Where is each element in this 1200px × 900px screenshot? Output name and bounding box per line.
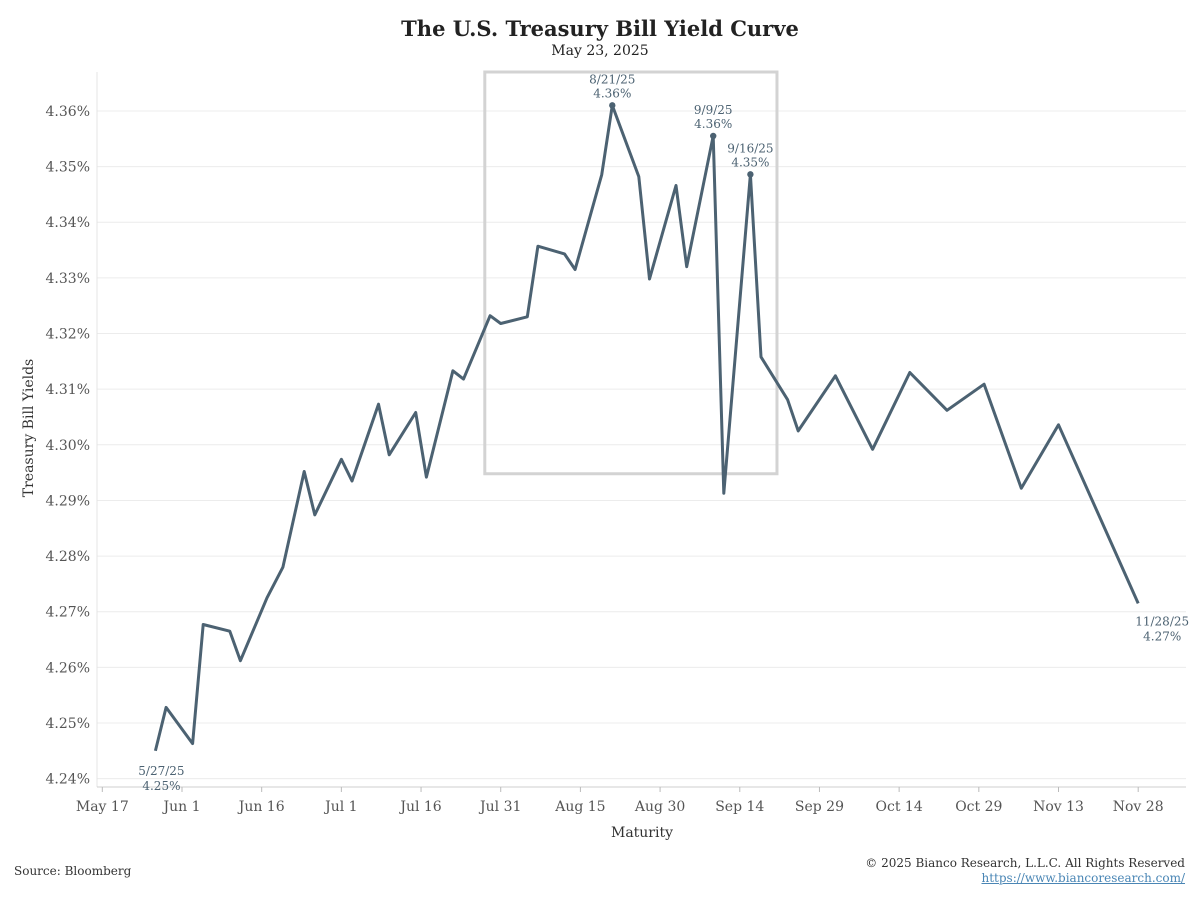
y-tick-label: 4.28% <box>46 549 90 565</box>
yield-point-marker <box>609 102 616 109</box>
yield-point-marker <box>710 132 717 140</box>
y-tick-label: 4.31% <box>46 382 90 398</box>
y-tick-label: 4.33% <box>46 271 90 287</box>
x-tick-label: Nov 28 <box>1113 799 1164 815</box>
annotation-value: 4.36% <box>593 86 631 100</box>
y-tick-label: 4.32% <box>46 327 90 343</box>
chart-title: The U.S. Treasury Bill Yield Curve <box>401 16 799 41</box>
y-tick-label: 4.35% <box>46 160 90 176</box>
gridlines <box>97 110 1186 780</box>
y-tick-label: 4.24% <box>46 772 90 788</box>
y-tick-label: 4.34% <box>46 215 90 231</box>
annotation-value: 4.25% <box>142 779 180 793</box>
axes: 4.24% 4.25% 4.26% 4.27% 4.28% 4.29% 4.30% 4.31%… <box>46 72 1186 815</box>
highlight-box <box>483 70 779 476</box>
x-tick-label: Oct 29 <box>955 799 1002 815</box>
annotation-value: 4.27% <box>1143 629 1181 643</box>
annotations-layer: 5/27/254.25%8/21/254.36%9/9/254.36%9/16/… <box>138 72 1189 792</box>
highlight-rectangle <box>483 70 779 476</box>
annotation-value: 4.36% <box>694 117 732 131</box>
website-link[interactable]: https://www.biancoresearch.com/ <box>981 871 1185 885</box>
x-tick-label: Aug 30 <box>634 799 685 815</box>
y-tick-label: 4.30% <box>46 438 90 454</box>
x-tick-label: Jul 16 <box>398 799 441 815</box>
x-tick-label: Jul 1 <box>323 799 357 815</box>
yield-series-line <box>153 103 1140 752</box>
x-tick-label: Jun 16 <box>237 799 285 815</box>
y-tick-label: 4.26% <box>46 660 90 676</box>
yield-point-marker <box>747 171 754 178</box>
x-tick-label: May 17 <box>76 799 129 815</box>
annotation-date: 9/9/25 <box>694 103 733 117</box>
annotation-date: 5/27/25 <box>138 764 184 778</box>
x-tick-label: Jul 31 <box>478 799 521 815</box>
x-axis-label: Maturity <box>611 825 673 841</box>
series-layer <box>153 102 1140 752</box>
annotation-date: 8/21/25 <box>589 72 635 86</box>
annotation-date: 9/16/25 <box>727 141 773 155</box>
y-axis-label: Treasury Bill Yields <box>21 359 37 497</box>
y-tick-label: 4.36% <box>46 104 90 120</box>
y-tick-label: 4.25% <box>46 716 90 732</box>
y-tick-label: 4.29% <box>46 493 90 509</box>
x-tick-label: Jun 1 <box>161 799 200 815</box>
x-tick-label: Oct 14 <box>876 799 923 815</box>
copyright-note: © 2025 Bianco Research, L.L.C. All Right… <box>865 856 1185 870</box>
x-tick-label: Nov 13 <box>1033 799 1084 815</box>
x-tick-label: Sep 14 <box>715 799 764 815</box>
y-tick-label: 4.27% <box>46 605 90 621</box>
annotation-value: 4.35% <box>731 155 769 169</box>
source-note: Source: Bloomberg <box>14 864 132 878</box>
x-tick-label: Aug 15 <box>554 799 605 815</box>
chart-subtitle: May 23, 2025 <box>551 43 649 59</box>
annotation-date: 11/28/25 <box>1135 614 1189 628</box>
x-tick-label: Sep 29 <box>795 799 844 815</box>
